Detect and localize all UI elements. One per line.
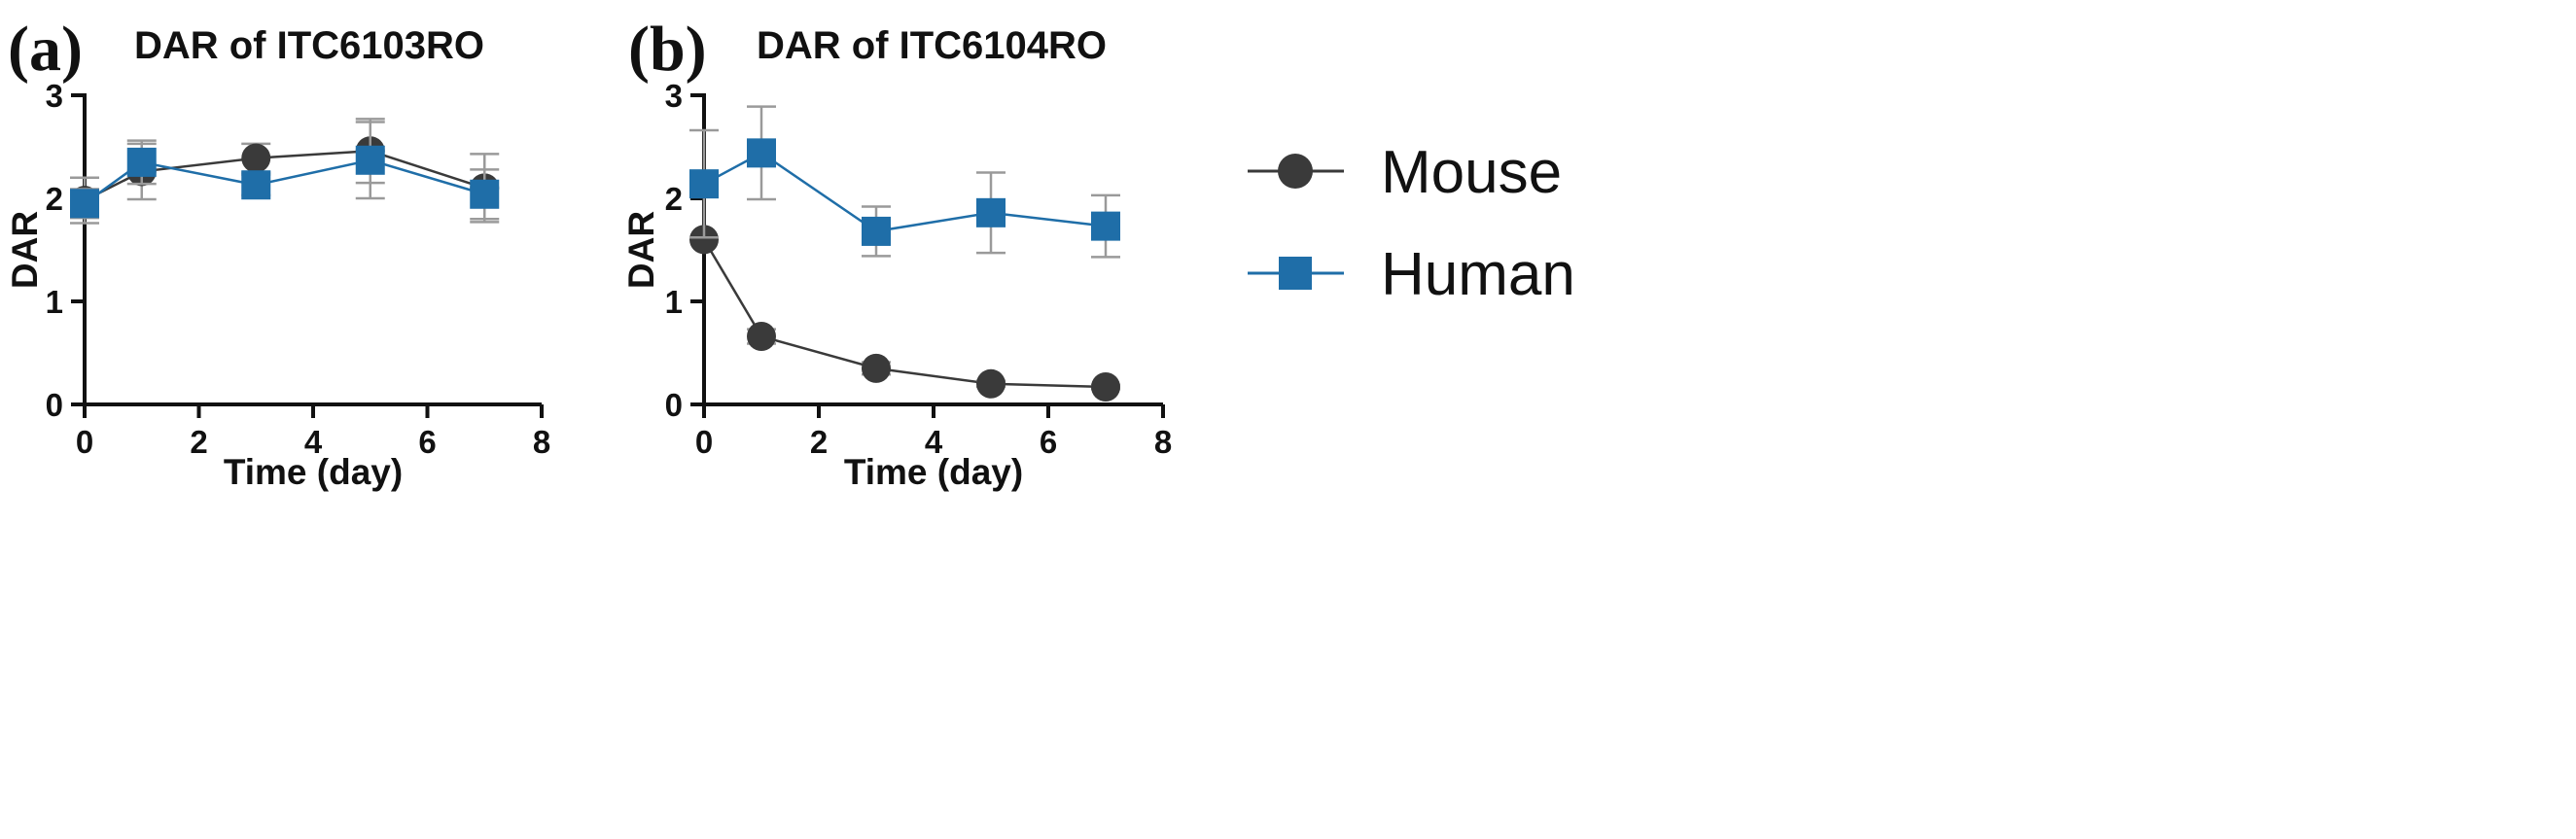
data-point-human: [70, 189, 99, 219]
y-tick-label: 0: [665, 387, 683, 423]
y-tick-label: 3: [665, 78, 683, 114]
series-mouse: [689, 225, 1120, 402]
chart-title: DAR of ITC6104RO: [757, 24, 1107, 67]
data-point-mouse: [241, 143, 271, 173]
x-axis-label: Time (day): [224, 452, 403, 492]
chart-panel-a: (a) DAR of ITC6103RO 0 1 2 3 0 2 4 6 8 Time (day) DA…: [5, 14, 550, 492]
y-tick-label: 1: [665, 284, 683, 320]
y-tick-label: 1: [46, 284, 63, 320]
data-point-human: [355, 145, 385, 175]
data-point-human: [747, 138, 776, 168]
legend-marker-square: [1279, 257, 1312, 290]
y-tick-label: 3: [46, 78, 63, 114]
x-tick-label: 0: [76, 424, 93, 460]
chart-title: DAR of ITC6103RO: [134, 24, 484, 67]
series-human: [70, 121, 500, 221]
legend: Mouse Human: [1248, 139, 1575, 308]
series-human: [689, 105, 1120, 259]
panel-letter: (b): [628, 14, 707, 85]
chart-panel-b: (b) DAR of ITC6104RO 0 1 2 3 0 2 4 6 8 Time (day) DA…: [621, 14, 1172, 492]
data-point-human: [976, 197, 1006, 227]
y-tick-label: 2: [46, 181, 63, 217]
x-tick-label: 6: [418, 424, 436, 460]
x-tick-label: 6: [1040, 424, 1057, 460]
x-tick-label: 4: [304, 424, 323, 460]
legend-item-mouse: Mouse: [1248, 139, 1562, 206]
data-point-mouse: [976, 368, 1006, 399]
data-point-mouse: [689, 225, 719, 255]
data-point-mouse: [862, 353, 891, 383]
legend-label: Mouse: [1381, 139, 1562, 206]
y-tick-label: 0: [46, 387, 63, 423]
data-point-human: [1091, 211, 1120, 241]
data-point-human: [241, 170, 271, 200]
legend-label: Human: [1381, 241, 1575, 308]
data-point-human: [689, 169, 719, 199]
x-tick-label: 8: [1154, 424, 1172, 460]
x-tick-label: 2: [810, 424, 828, 460]
data-point-human: [470, 179, 500, 209]
y-tick-label: 2: [665, 181, 683, 217]
x-tick-label: 4: [925, 424, 943, 460]
x-tick-label: 2: [190, 424, 207, 460]
panel-letter: (a): [8, 14, 83, 85]
legend-marker-circle: [1278, 154, 1313, 189]
data-point-human: [126, 147, 157, 177]
x-tick-label: 0: [695, 424, 713, 460]
y-axis-label: DAR: [5, 211, 45, 289]
data-point-mouse: [747, 322, 776, 352]
y-axis-label: DAR: [621, 211, 661, 289]
legend-item-human: Human: [1248, 241, 1575, 308]
x-axis-label: Time (day): [844, 452, 1023, 492]
data-point-human: [862, 216, 891, 246]
data-point-mouse: [1091, 371, 1120, 402]
series-line-mouse: [702, 238, 1107, 389]
x-tick-label: 8: [533, 424, 550, 460]
